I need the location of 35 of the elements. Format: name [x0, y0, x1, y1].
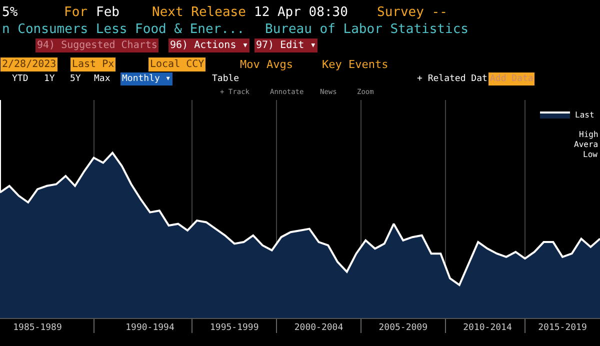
text: Last Px: [72, 59, 114, 70]
x-tick-label: 1985-1989: [13, 322, 62, 333]
text: + Related Dat: [417, 74, 488, 84]
text: 2/28/2023: [2, 59, 56, 70]
text: 5%: [2, 5, 18, 20]
text: Mov Avgs: [240, 58, 293, 71]
text: Table: [212, 74, 240, 84]
x-tick-label: 2015-2019: [538, 322, 587, 333]
text: Survey --: [377, 5, 448, 20]
text: 96) Actions ▾: [170, 40, 248, 51]
text: YTD: [12, 74, 28, 84]
text: n Consumers Less Food & Ener...: [2, 22, 245, 37]
text: Avera: [574, 140, 598, 149]
x-tick-label: 2000-2004: [294, 322, 344, 333]
text: Monthly ▾: [122, 74, 171, 84]
text: Add Data: [490, 74, 534, 84]
text: 5Y: [70, 74, 82, 84]
annotation: Low: [583, 150, 598, 159]
legend-label: Last: [575, 110, 594, 120]
x-tick-label: 1990-1994: [126, 322, 174, 333]
text: For: [64, 5, 88, 20]
text: 97) Edit ▾: [256, 40, 316, 51]
text: Bureau of Labor Statistics: [265, 22, 468, 37]
text: 12 Apr 08:30: [254, 5, 348, 20]
text: Max: [94, 74, 111, 84]
x-tick-label: 2005-2009: [378, 322, 428, 333]
text: Next Release: [152, 5, 246, 20]
text: 1Y: [44, 74, 56, 84]
text: 94) Suggested Charts: [37, 40, 158, 51]
text: Local CCY: [150, 59, 204, 70]
text: Key Events: [322, 58, 388, 71]
text: High: [579, 130, 598, 139]
x-tick-label: 2010-2014: [463, 322, 512, 333]
text: Feb: [96, 5, 120, 20]
x-tick-label: 1995-1999: [210, 322, 259, 333]
